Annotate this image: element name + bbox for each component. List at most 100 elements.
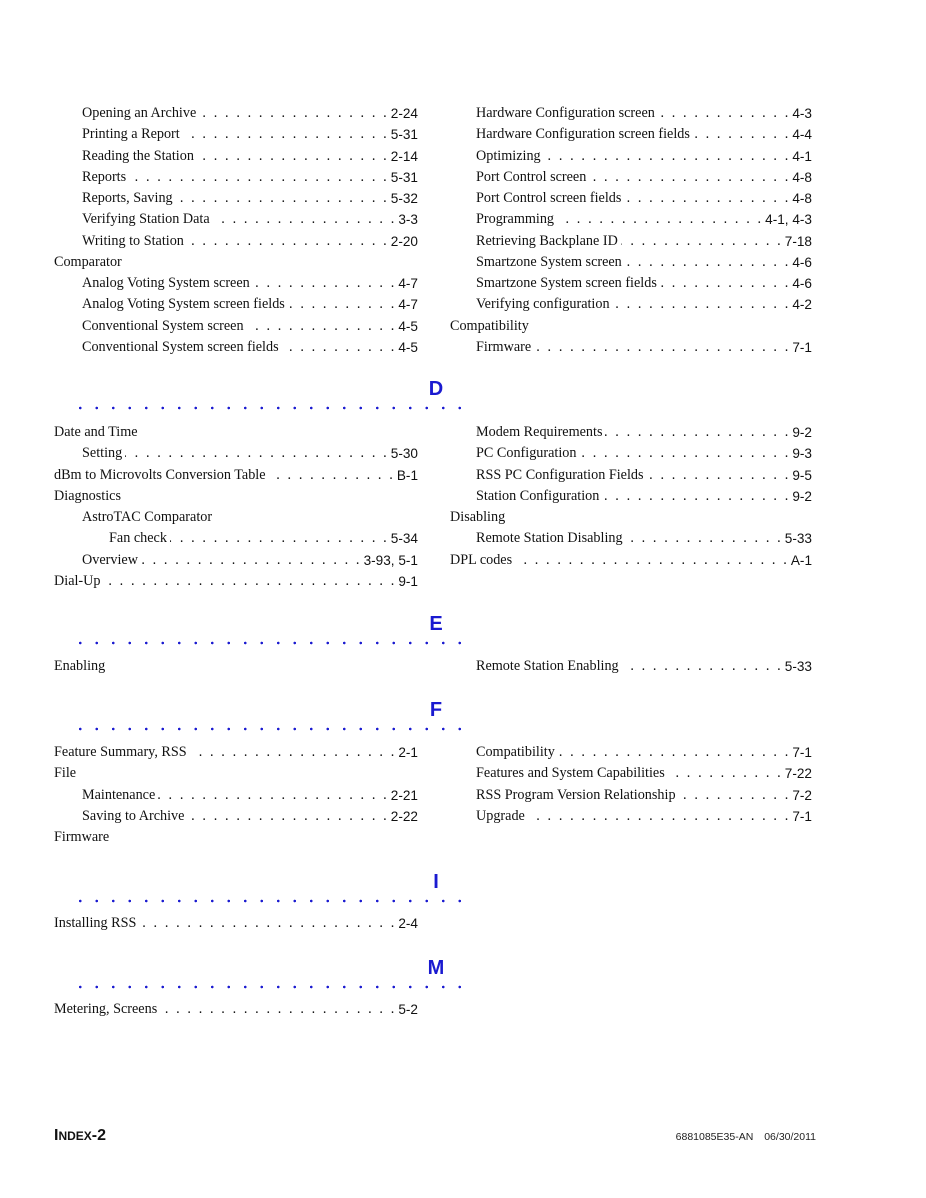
- index-entry-page[interactable]: 5-2: [398, 1002, 418, 1018]
- index-entry-page[interactable]: A-1: [790, 552, 812, 568]
- index-entry[interactable]: PC Configuration 9-3: [450, 443, 812, 464]
- index-entry[interactable]: Overview 3-93, 5-1: [54, 550, 418, 571]
- index-entry-page[interactable]: 4-1, 4-3: [765, 212, 812, 228]
- index-entry-page[interactable]: 9-3: [792, 446, 812, 462]
- index-entry-page[interactable]: 7-18: [784, 233, 812, 249]
- dot-leader: [528, 808, 790, 825]
- index-entry-page[interactable]: 4-6: [792, 276, 812, 292]
- index-entry-page[interactable]: 9-2: [792, 488, 812, 504]
- index-entry-page[interactable]: 4-5: [398, 318, 418, 334]
- index-entry[interactable]: Saving to Archive 2-22: [54, 806, 418, 827]
- index-entry-page[interactable]: 5-30: [390, 446, 418, 462]
- index-entry[interactable]: RSS Program Version Relationship 7-2: [450, 785, 812, 806]
- dot-leader: [190, 744, 397, 761]
- index-entry[interactable]: Conventional System screen fields 4-5: [54, 337, 418, 358]
- index-entry[interactable]: Opening an Archive 2-24: [54, 103, 418, 124]
- index-entry-page[interactable]: 4-1: [792, 148, 812, 164]
- index-column-left: Installing RSS 2-4: [54, 913, 418, 934]
- index-entry[interactable]: Analog Voting System screen fields 4-7: [54, 294, 418, 315]
- dot-leader: [613, 296, 791, 313]
- index-entry[interactable]: Verifying Station Data 3-3: [54, 209, 418, 230]
- index-entry-page[interactable]: 4-8: [792, 169, 812, 185]
- index-entry-page[interactable]: 7-22: [784, 766, 812, 782]
- index-entry-page[interactable]: 4-7: [398, 297, 418, 313]
- index-entry[interactable]: Analog Voting System screen 4-7: [54, 273, 418, 294]
- index-entry[interactable]: Metering, Screens 5-2: [54, 999, 418, 1020]
- index-entry[interactable]: Reading the Station 2-14: [54, 146, 418, 167]
- index-entry[interactable]: Maintenance 2-21: [54, 785, 418, 806]
- index-entry-page[interactable]: 2-1: [398, 745, 418, 761]
- index-entry[interactable]: Station Configuration 9-2: [450, 486, 812, 507]
- index-entry-page[interactable]: 3-93, 5-1: [363, 552, 418, 568]
- index-entry[interactable]: Hardware Configuration screen 4-3: [450, 103, 812, 124]
- index-entry[interactable]: Setting 5-30: [54, 443, 418, 464]
- index-entry[interactable]: Reports, Saving 5-32: [54, 188, 418, 209]
- index-entry[interactable]: Hardware Configuration screen fields 4-4: [450, 124, 812, 145]
- index-entry-page[interactable]: 5-31: [390, 169, 418, 185]
- index-entry[interactable]: Conventional System screen 4-5: [54, 316, 418, 337]
- index-entry-page[interactable]: 5-32: [390, 191, 418, 207]
- index-entry-page[interactable]: 2-24: [390, 106, 418, 122]
- index-entry-page[interactable]: 5-31: [390, 127, 418, 143]
- index-entry[interactable]: Remote Station Enabling 5-33: [450, 656, 812, 677]
- index-entry-page[interactable]: 4-3: [792, 106, 812, 122]
- index-entry-page[interactable]: 2-14: [390, 148, 418, 164]
- index-entry-page[interactable]: 9-1: [398, 573, 418, 589]
- dot-leader: [160, 1001, 396, 1018]
- index-entry-page[interactable]: 2-21: [390, 787, 418, 803]
- index-entry-page[interactable]: 3-3: [398, 212, 418, 228]
- index-entry-page[interactable]: 5-33: [784, 531, 812, 547]
- index-entry-page[interactable]: 2-20: [390, 233, 418, 249]
- dot-leader: [104, 573, 397, 590]
- index-entry-page[interactable]: 4-6: [792, 254, 812, 270]
- dot-leader: [187, 808, 388, 825]
- index-entry-page[interactable]: 9-2: [792, 425, 812, 441]
- index-entry: Diagnostics: [54, 486, 418, 507]
- index-entry-text: Upgrade: [476, 807, 525, 824]
- index-entry[interactable]: Smartzone System screen fields 4-6: [450, 273, 812, 294]
- index-entry-page[interactable]: 7-1: [792, 339, 812, 355]
- index-entry-page[interactable]: 7-1: [792, 745, 812, 761]
- index-entry[interactable]: Feature Summary, RSS 2-1: [54, 742, 418, 763]
- index-entry[interactable]: Installing RSS 2-4: [54, 913, 418, 934]
- index-entry[interactable]: Port Control screen fields 4-8: [450, 188, 812, 209]
- index-entry[interactable]: Modem Requirements 9-2: [450, 422, 812, 443]
- index-entry[interactable]: Retrieving Backplane ID 7-18: [450, 231, 812, 252]
- index-entry-page[interactable]: 4-5: [398, 339, 418, 355]
- index-entry-page[interactable]: 5-33: [784, 659, 812, 675]
- index-entry[interactable]: Printing a Report 5-31: [54, 124, 418, 145]
- dot-leader: [580, 445, 791, 462]
- index-entry[interactable]: Remote Station Disabling 5-33: [450, 528, 812, 549]
- index-entry[interactable]: dBm to Microvolts Conversion Table B-1: [54, 465, 418, 486]
- index-entry[interactable]: Compatibility 7-1: [450, 742, 812, 763]
- index-entry[interactable]: RSS PC Configuration Fields 9-5: [450, 465, 812, 486]
- index-entry-page[interactable]: 5-34: [390, 531, 418, 547]
- index-entry[interactable]: Features and System Capabilities 7-22: [450, 763, 812, 784]
- index-entry[interactable]: Upgrade 7-1: [450, 806, 812, 827]
- index-entry[interactable]: Fan check 5-34: [54, 528, 418, 549]
- index-entry[interactable]: Reports 5-31: [54, 167, 418, 188]
- index-entry-page[interactable]: 9-5: [792, 467, 812, 483]
- index-entry-page[interactable]: 4-8: [792, 191, 812, 207]
- index-entry[interactable]: Smartzone System screen 4-6: [450, 252, 812, 273]
- index-entry-page[interactable]: 4-4: [792, 127, 812, 143]
- index-entry-page[interactable]: 2-4: [398, 916, 418, 932]
- footer-page-label: INDEX-2: [54, 1127, 106, 1145]
- index-entry-page[interactable]: 4-7: [398, 276, 418, 292]
- index-entry-page[interactable]: B-1: [396, 467, 418, 483]
- index-entry-page[interactable]: 2-22: [390, 808, 418, 824]
- index-entry[interactable]: DPL codes A-1: [450, 550, 812, 571]
- index-entry[interactable]: Programming 4-1, 4-3: [450, 209, 812, 230]
- index-entry-page[interactable]: 4-2: [792, 297, 812, 313]
- index-entry[interactable]: Firmware 7-1: [450, 337, 812, 358]
- dot-leader: [668, 765, 783, 782]
- index-entry-page[interactable]: 7-2: [792, 787, 812, 803]
- footer-page-number: -2: [91, 1127, 107, 1144]
- index-entry[interactable]: Port Control screen 4-8: [450, 167, 812, 188]
- index-column-left: Opening an Archive 2-24 Printing a Report 5…: [54, 103, 418, 358]
- index-entry[interactable]: Writing to Station 2-20: [54, 231, 418, 252]
- index-entry[interactable]: Verifying configuration 4-2: [450, 294, 812, 315]
- index-entry[interactable]: Optimizing 4-1: [450, 146, 812, 167]
- index-entry[interactable]: Dial-Up 9-1: [54, 571, 418, 592]
- index-entry-page[interactable]: 7-1: [792, 808, 812, 824]
